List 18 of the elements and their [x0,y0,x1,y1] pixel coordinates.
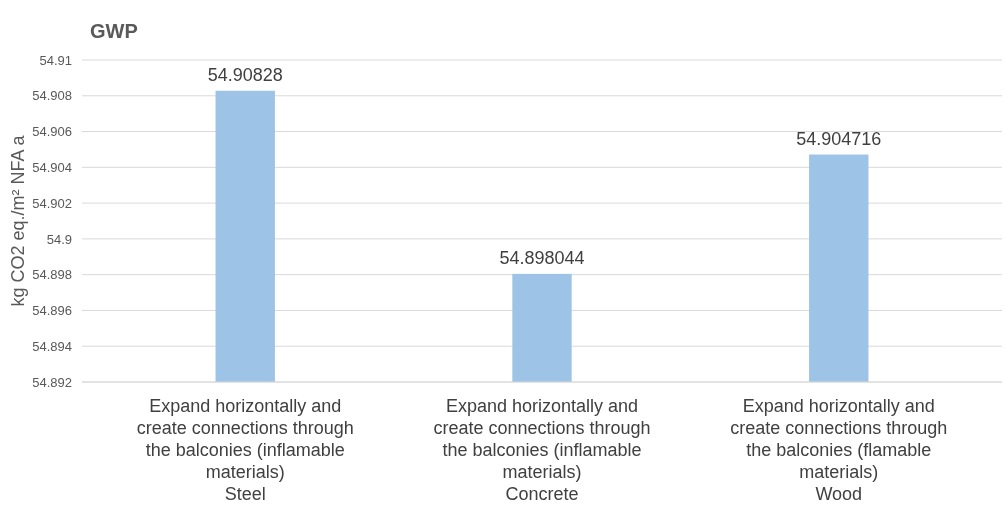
x-tick-label: Expand horizontally and create connections through the balconies (inflamable materials) Concrete [433,396,651,504]
y-tick-label: 54.902 [32,195,72,211]
y-tick-label: 54.894 [32,338,72,354]
x-tick-label: Expand horizontally and create connections through the balconies (flamable materials) Wood [730,396,948,504]
y-tick-label: 54.896 [32,303,72,319]
y-tick-label: 54.908 [32,88,72,104]
data-label: 54.90828 [207,64,283,85]
y-tick-label: 54.906 [32,124,72,140]
y-tick-label: 54.91 [39,52,72,68]
y-tick-label: 54.9 [46,231,72,247]
data-label: 54.898044 [499,247,585,268]
y-tick-label: 54.904 [32,159,72,175]
y-axis-title: kg CO2 eq./m² NFA a [8,134,28,307]
y-tick-label: 54.892 [32,374,72,390]
x-tick-label: Expand horizontally and create connections through the balconies (inflamable materials) Steel [136,396,354,504]
data-label: 54.904716 [796,128,882,149]
chart-title: GWP [90,20,138,42]
y-tick-label: 54.898 [32,267,72,283]
